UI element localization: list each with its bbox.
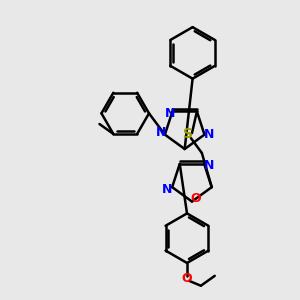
Text: N: N	[165, 107, 176, 120]
Text: N: N	[204, 159, 214, 172]
Text: O: O	[190, 192, 201, 205]
Text: S: S	[183, 127, 193, 141]
Text: N: N	[162, 183, 172, 196]
Text: O: O	[182, 272, 192, 285]
Text: N: N	[156, 126, 166, 139]
Text: N: N	[204, 128, 214, 141]
